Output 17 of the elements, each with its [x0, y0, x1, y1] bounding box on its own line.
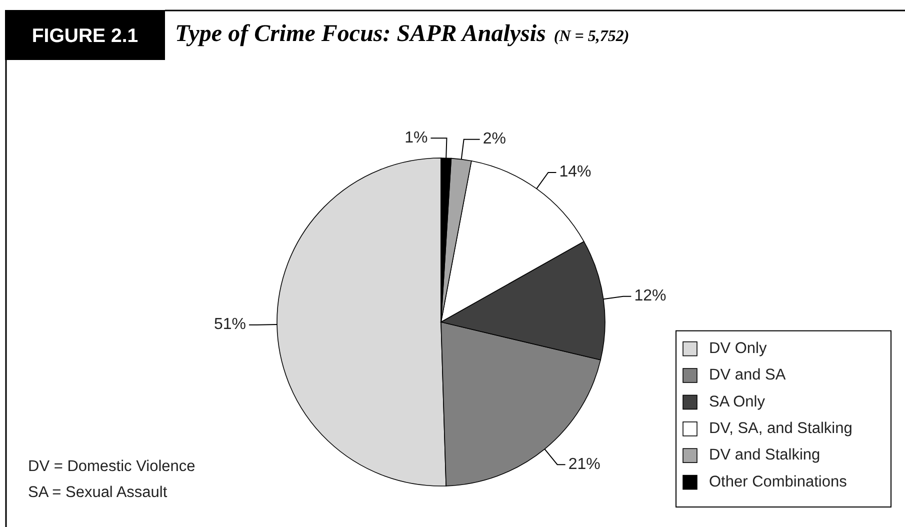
legend-label: Other Combinations	[709, 473, 848, 490]
legend-label: SA Only	[709, 393, 766, 410]
data-label: 12%	[634, 288, 666, 305]
chart-title: Type of Crime Focus: SAPR Analysis	[175, 21, 546, 47]
legend-label: DV and Stalking	[709, 446, 820, 464]
caption: FIGURE 2.1	[32, 25, 138, 48]
legend-label: DV and SA	[709, 366, 786, 384]
legend-label: DV Only	[709, 340, 767, 357]
text: SA = Sexual Assault	[28, 484, 168, 502]
data-label: 1%	[404, 129, 428, 146]
data-label: 2%	[482, 130, 506, 148]
legend-label: DV, SA, and Stalking	[709, 420, 852, 437]
data-label: 51%	[214, 316, 246, 334]
data-label: 21%	[568, 456, 600, 473]
data-label: 14%	[559, 164, 592, 181]
chart-subtitle: (N = 5,752)	[554, 28, 630, 45]
text: DV = Domestic Violence	[28, 458, 196, 476]
